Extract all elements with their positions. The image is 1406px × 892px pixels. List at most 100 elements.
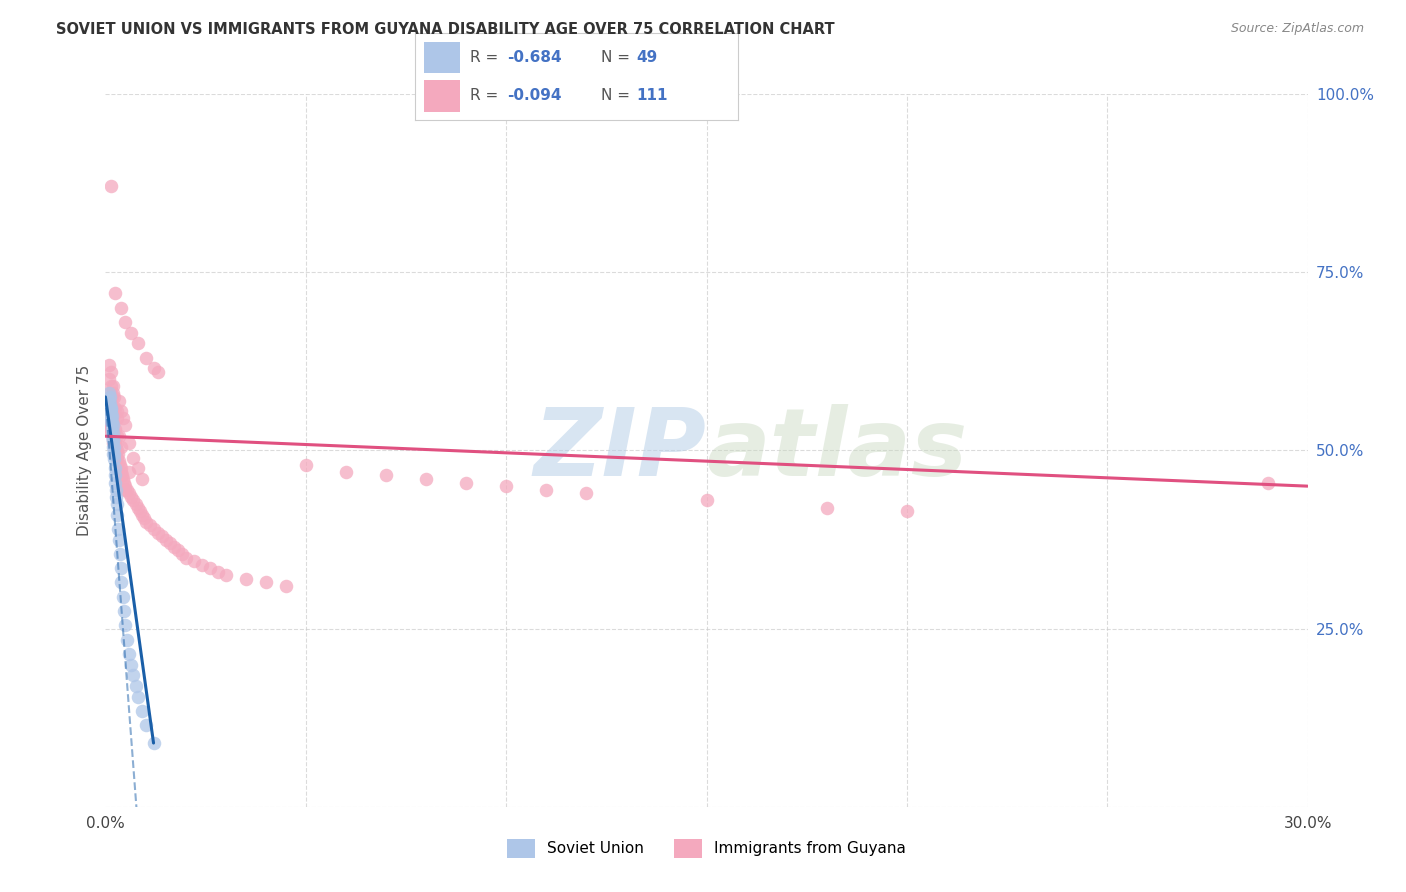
Point — [121, 326, 143, 340]
Point — [104, 401, 127, 415]
Point — [101, 425, 124, 440]
Point — [101, 433, 124, 447]
Text: ZIP: ZIP — [534, 404, 707, 497]
Point — [112, 604, 135, 618]
Point — [98, 418, 121, 433]
Point — [142, 361, 165, 376]
Point — [122, 668, 145, 682]
Point — [118, 436, 141, 450]
Point — [142, 522, 165, 536]
Point — [101, 440, 124, 454]
Point — [110, 301, 132, 315]
Point — [105, 490, 128, 504]
Point — [98, 390, 121, 404]
Point — [98, 404, 121, 418]
Point — [105, 447, 128, 461]
Point — [114, 418, 136, 433]
Point — [100, 379, 122, 393]
Point — [159, 536, 181, 550]
Point — [105, 443, 128, 458]
Point — [104, 436, 127, 450]
Text: -0.094: -0.094 — [508, 88, 561, 103]
Point — [135, 718, 157, 732]
Point — [107, 447, 129, 461]
Point — [98, 422, 121, 436]
Point — [108, 454, 131, 468]
Point — [97, 386, 120, 401]
Point — [101, 401, 124, 415]
Point — [96, 393, 118, 408]
Point — [110, 575, 132, 590]
Point — [108, 393, 131, 408]
Point — [104, 438, 127, 452]
Point — [103, 452, 125, 467]
Point — [101, 418, 124, 433]
Bar — [425, 42, 460, 73]
Point — [183, 554, 205, 568]
Point — [100, 415, 122, 429]
Point — [98, 408, 121, 422]
Point — [235, 572, 257, 586]
Point — [131, 472, 153, 486]
Point — [122, 493, 145, 508]
Point — [104, 461, 127, 475]
Point — [138, 518, 160, 533]
Point — [108, 533, 131, 547]
Point — [118, 486, 141, 500]
Point — [131, 508, 153, 522]
Point — [112, 475, 135, 490]
Text: N =: N = — [600, 50, 634, 65]
Point — [124, 497, 146, 511]
Point — [104, 422, 127, 436]
Text: 111: 111 — [637, 88, 668, 103]
Point — [97, 401, 120, 415]
Point — [104, 475, 127, 490]
Point — [107, 522, 129, 536]
Point — [101, 418, 124, 433]
Point — [207, 565, 229, 579]
Text: 49: 49 — [637, 50, 658, 65]
Point — [101, 390, 124, 404]
Y-axis label: Disability Age Over 75: Disability Age Over 75 — [76, 365, 91, 536]
Point — [97, 372, 120, 386]
Point — [374, 468, 398, 483]
Point — [107, 508, 129, 522]
Point — [415, 472, 437, 486]
Point — [112, 411, 135, 425]
Point — [110, 561, 132, 575]
Point — [97, 411, 120, 425]
Point — [100, 417, 122, 431]
Point — [101, 415, 124, 429]
Point — [101, 409, 124, 424]
Point — [124, 679, 146, 693]
Point — [97, 401, 120, 415]
Point — [274, 579, 297, 593]
Point — [100, 422, 122, 436]
Point — [146, 365, 169, 379]
Point — [335, 465, 357, 479]
Point — [100, 424, 122, 438]
Point — [127, 500, 149, 515]
Point — [100, 411, 122, 425]
Point — [100, 365, 122, 379]
Point — [98, 404, 121, 418]
Point — [815, 500, 838, 515]
Point — [104, 468, 127, 483]
Point — [105, 497, 128, 511]
Point — [98, 401, 121, 415]
Point — [98, 393, 121, 408]
Point — [104, 443, 127, 458]
Point — [254, 575, 277, 590]
Point — [118, 465, 141, 479]
Point — [103, 429, 125, 443]
Text: -0.684: -0.684 — [508, 50, 561, 65]
Point — [295, 458, 318, 472]
Text: R =: R = — [470, 88, 503, 103]
Point — [128, 504, 150, 518]
Text: R =: R = — [470, 50, 503, 65]
Point — [214, 568, 236, 582]
Point — [114, 479, 136, 493]
Point — [100, 402, 122, 417]
Point — [103, 440, 125, 454]
Point — [114, 315, 136, 329]
